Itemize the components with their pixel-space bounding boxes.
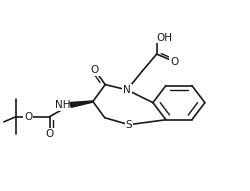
Text: S: S (126, 120, 132, 130)
Text: NH: NH (55, 100, 70, 110)
Text: O: O (24, 112, 32, 122)
Text: N: N (123, 85, 131, 95)
Text: O: O (170, 57, 178, 67)
Polygon shape (70, 101, 93, 107)
Text: O: O (46, 129, 54, 139)
Text: OH: OH (157, 32, 173, 43)
Text: O: O (91, 65, 99, 75)
